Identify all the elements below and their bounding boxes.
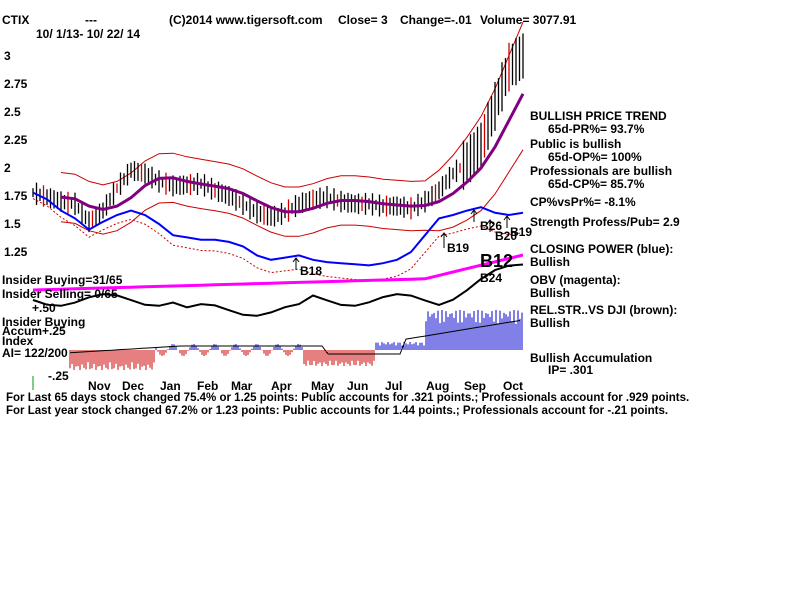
x-tick-label: Dec bbox=[122, 379, 144, 393]
obv-label: OBV (magenta): bbox=[530, 273, 621, 287]
signal-b26: B26 bbox=[480, 219, 503, 233]
x-tick-label: Apr bbox=[271, 379, 292, 393]
symbol: CTIX bbox=[2, 13, 30, 27]
y-tick-label: 2 bbox=[4, 161, 11, 175]
obv-line bbox=[32, 253, 524, 292]
trend-label: BULLISH PRICE TREND bbox=[530, 109, 667, 123]
y-tick-label: 1.75 bbox=[4, 189, 28, 203]
close-value: Close= 3 bbox=[338, 13, 388, 27]
closing-power-label: CLOSING POWER (blue): bbox=[530, 242, 674, 256]
signal-b24: B24 bbox=[480, 271, 503, 285]
ai-label: AI= 122/200 bbox=[2, 346, 68, 360]
signal-b18: B18 bbox=[300, 264, 323, 278]
x-tick-label: Nov bbox=[88, 379, 111, 393]
y-tick-label: 3 bbox=[4, 49, 11, 63]
x-axis: Nov Dec Jan Feb Mar Apr May Jun Jul Aug Sep Oct bbox=[88, 379, 523, 393]
accum-summary-label: Bullish Accumulation bbox=[530, 351, 653, 365]
x-tick-label: Mar bbox=[231, 379, 253, 393]
insider-selling: Insider Selling= 0/65 bbox=[2, 287, 118, 301]
footer-line-2: For Last year stock changed 67.2% or 1.2… bbox=[6, 405, 669, 417]
signal-b20: B20 bbox=[495, 229, 518, 243]
header-dashes: --- bbox=[85, 13, 97, 27]
x-tick-label: Oct bbox=[503, 379, 523, 393]
insider-buying-2: Insider Buying bbox=[2, 315, 86, 329]
accum-label: Accum bbox=[2, 324, 43, 338]
band-line bbox=[60, 21, 524, 188]
change-value: Change=-.01 bbox=[400, 13, 472, 27]
closing-power-line bbox=[32, 191, 524, 267]
cpvspr-label: CP%vsPr%= -8.1% bbox=[530, 195, 636, 209]
relative-strength-line bbox=[32, 263, 524, 317]
y-tick-label: 2.25 bbox=[4, 133, 28, 147]
moving-average-line bbox=[60, 93, 525, 214]
y-axis: 3 2.75 2.5 2.25 2 1.75 1.5 1.25 bbox=[4, 49, 28, 259]
insider-buying: Insider Buying=31/65 bbox=[2, 273, 123, 287]
arrow-head bbox=[470, 209, 478, 215]
obv-value: Bullish bbox=[530, 286, 571, 300]
op-label: 65d-OP%= 100% bbox=[548, 150, 642, 164]
x-tick-label: May bbox=[311, 379, 335, 393]
x-tick-label: Feb bbox=[197, 379, 218, 393]
cp-label: 65d-CP%= 85.7% bbox=[548, 177, 645, 191]
x-tick-label: Aug bbox=[426, 379, 449, 393]
x-tick-label: Jun bbox=[347, 379, 368, 393]
minus-25-label: -.25 bbox=[48, 369, 69, 383]
volume-value: Volume= 3077.91 bbox=[480, 13, 577, 27]
relstr-value: Bullish bbox=[530, 316, 571, 330]
closing-power-value: Bullish bbox=[530, 255, 571, 269]
relstr-label: REL.STR..VS DJI (brown): bbox=[530, 303, 678, 317]
x-tick-label: Jan bbox=[160, 379, 181, 393]
price-bars bbox=[32, 33, 524, 233]
y-tick-label: 1.25 bbox=[4, 245, 28, 259]
index-label: Index bbox=[2, 334, 34, 348]
x-tick-label: Jul bbox=[385, 379, 402, 393]
arrow-head bbox=[486, 219, 494, 225]
ip-label: IP= .301 bbox=[548, 363, 594, 377]
pros-label: Professionals are bullish bbox=[530, 164, 673, 178]
signal-arrows bbox=[292, 209, 511, 270]
arrow-head bbox=[292, 257, 300, 263]
copyright: (C)2014 www.tigersoft.com bbox=[169, 13, 323, 27]
y-tick-label: 1.5 bbox=[4, 217, 21, 231]
signal-b19-right: B19 bbox=[510, 225, 533, 239]
y-tick-label: 2.75 bbox=[4, 77, 28, 91]
arrow-head bbox=[440, 232, 448, 238]
y-tick-label: 2.5 bbox=[4, 105, 21, 119]
accumulation-line bbox=[69, 320, 521, 355]
public-label: Public is bullish bbox=[530, 137, 622, 151]
accumulation-histogram bbox=[69, 310, 523, 370]
plus-50-label: +.50 bbox=[32, 301, 56, 315]
arrow-head bbox=[503, 215, 511, 221]
band-line bbox=[60, 149, 524, 237]
date-range: 10/ 1/13- 10/ 22/ 14 bbox=[36, 27, 141, 41]
pr-label: 65d-PR%= 93.7% bbox=[548, 122, 645, 136]
x-tick-label: Sep bbox=[464, 379, 486, 393]
dotted-trend-line bbox=[32, 198, 524, 282]
signal-b19-left: B19 bbox=[447, 241, 470, 255]
plus-25-label: +.25 bbox=[42, 324, 66, 338]
footer-line-1: For Last 65 days stock changed 75.4% or … bbox=[6, 392, 690, 404]
signal-b12: B12 bbox=[480, 251, 514, 271]
strength-label: Strength Profess/Pub= 2.9 bbox=[530, 215, 680, 229]
